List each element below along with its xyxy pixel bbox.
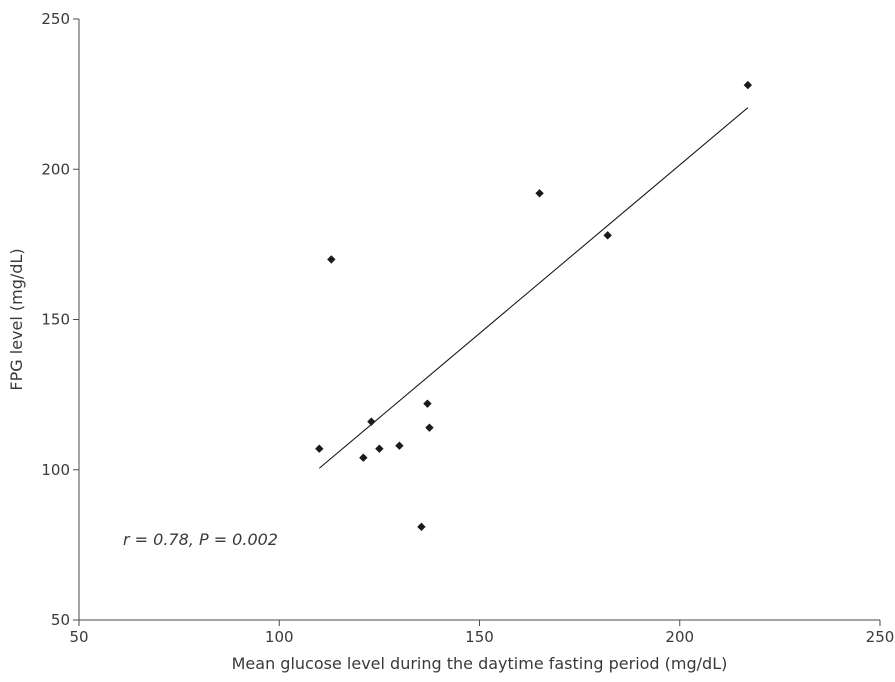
- y-tick-label: 50: [51, 611, 70, 629]
- y-axis-title: FPG level (mg/dL): [7, 248, 26, 390]
- data-point: [417, 522, 426, 532]
- data-point: [535, 189, 544, 198]
- data-point: [743, 80, 753, 90]
- y-tick-label: 100: [41, 461, 70, 479]
- data-point: [423, 399, 432, 408]
- data-point: [395, 441, 404, 450]
- x-tick-label: 150: [465, 628, 494, 646]
- data-point: [315, 444, 324, 453]
- y-tick-label: 150: [41, 311, 70, 329]
- correlation-annotation: r = 0.78, P = 0.002: [123, 530, 278, 549]
- x-tick-label: 100: [265, 628, 294, 646]
- y-tick-label: 250: [41, 10, 70, 28]
- data-point: [425, 423, 434, 432]
- x-tick-label: 50: [69, 628, 88, 646]
- data-point: [603, 231, 612, 240]
- y-tick-label: 200: [41, 160, 70, 178]
- data-point: [367, 417, 376, 426]
- x-tick-label: 200: [665, 628, 694, 646]
- axes: [73, 18, 881, 626]
- data-point: [359, 453, 368, 462]
- trendline: [318, 107, 749, 469]
- data-points: [315, 80, 753, 532]
- tick-labels: 50 100 150 200 250 50 100 150 200 250: [41, 10, 894, 646]
- trendline-layer: [318, 107, 749, 469]
- x-tick-label: 250: [866, 628, 895, 646]
- data-point: [327, 255, 336, 264]
- data-point: [375, 444, 384, 453]
- x-axis-title: Mean glucose level during the daytime fa…: [232, 654, 728, 673]
